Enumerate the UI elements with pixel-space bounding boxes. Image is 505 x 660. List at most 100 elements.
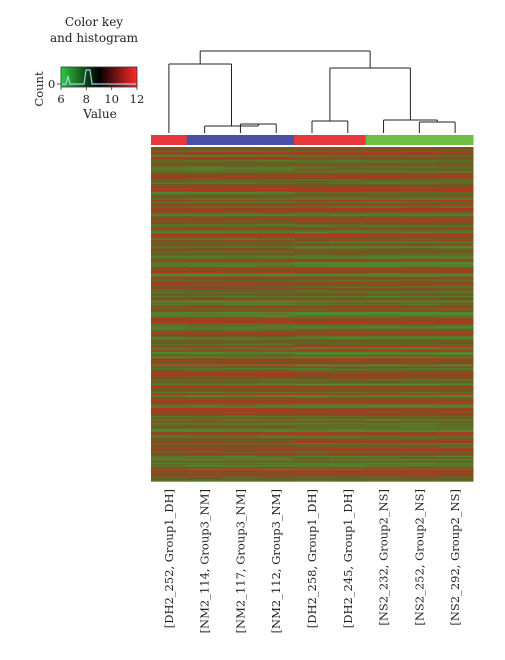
heatmap-cell xyxy=(294,380,331,383)
heatmap-cell xyxy=(401,190,438,193)
heatmap-cell xyxy=(222,379,259,381)
heatmap-cell xyxy=(294,243,331,245)
heatmap-cell xyxy=(365,423,402,426)
heatmap-cell xyxy=(437,284,474,287)
heatmap-cell xyxy=(222,393,259,396)
heatmap-cell xyxy=(329,279,367,282)
heatmap-cell xyxy=(437,203,474,205)
heatmap-cell xyxy=(329,345,367,348)
heatmap-cell xyxy=(151,342,188,345)
heatmap-cell xyxy=(437,241,474,244)
heatmap-cell xyxy=(294,449,331,452)
heatmap-cell xyxy=(151,183,188,186)
heatmap-cell xyxy=(365,260,402,263)
heatmap-cell xyxy=(294,417,331,420)
heatmap-cell xyxy=(365,201,402,204)
heatmap-cell xyxy=(186,441,224,444)
heatmap-cell xyxy=(222,215,259,218)
heatmap-cell xyxy=(222,161,259,164)
heatmap-cell xyxy=(151,275,188,277)
heatmap-cell xyxy=(401,217,438,220)
heatmap-cell xyxy=(329,475,367,477)
heatmap-cell xyxy=(329,204,367,207)
heatmap-cell xyxy=(186,172,224,175)
heatmap-cell xyxy=(401,177,438,180)
heatmap-cell xyxy=(437,270,474,273)
heatmap-cell xyxy=(401,319,438,322)
heatmap-cell xyxy=(186,318,224,321)
heatmap-cell xyxy=(258,382,295,385)
heatmap-cell xyxy=(186,295,224,298)
heatmap-cell xyxy=(222,366,259,369)
heatmap-cell xyxy=(437,303,474,306)
heatmap-cell xyxy=(258,166,295,169)
heatmap-cell xyxy=(437,401,474,404)
heatmap-cell xyxy=(365,348,402,351)
heatmap-cell xyxy=(258,209,295,212)
heatmap-cell xyxy=(401,191,438,194)
heatmap-cell xyxy=(222,259,259,261)
heatmap-cell xyxy=(222,211,259,213)
heatmap-cell xyxy=(151,414,188,417)
heatmap-cell xyxy=(151,150,188,153)
heatmap-cell xyxy=(222,428,259,431)
heatmap-cell xyxy=(186,262,224,265)
heatmap-cell xyxy=(437,374,474,377)
heatmap-cell xyxy=(151,446,188,449)
heatmap-cell xyxy=(151,361,188,364)
heatmap-cell xyxy=(258,358,295,361)
heatmap-cell xyxy=(365,460,402,463)
heatmap-cell xyxy=(437,169,474,172)
heatmap-cell xyxy=(186,220,224,223)
heatmap-cell xyxy=(329,433,367,436)
heatmap-cell xyxy=(222,199,259,202)
heatmap-cell xyxy=(329,233,367,236)
heatmap-cell xyxy=(151,254,188,257)
heatmap-cell xyxy=(294,150,331,153)
heatmap-cell xyxy=(151,148,188,151)
heatmap-cell xyxy=(186,225,224,228)
heatmap-cell xyxy=(437,446,474,449)
heatmap-cell xyxy=(437,329,474,332)
heatmap-cell xyxy=(294,191,331,194)
heatmap-cell xyxy=(365,255,402,258)
heatmap-cell xyxy=(222,479,259,482)
heatmap-cell xyxy=(186,246,224,249)
heatmap-cell xyxy=(222,355,259,357)
heatmap-cell xyxy=(222,156,259,159)
heatmap-cell xyxy=(365,302,402,305)
heatmap-cell xyxy=(329,395,367,397)
heatmap-cell xyxy=(222,209,259,212)
heatmap-cell xyxy=(329,369,367,372)
heatmap-cell xyxy=(151,175,188,178)
heatmap-cell xyxy=(365,406,402,409)
heatmap-cell xyxy=(401,228,438,231)
heatmap-cell xyxy=(151,347,188,349)
heatmap-cell xyxy=(222,276,259,279)
heatmap-cell xyxy=(294,311,331,314)
heatmap-cell xyxy=(437,371,474,373)
heatmap-cell xyxy=(401,479,438,482)
heatmap-cell xyxy=(365,148,402,151)
heatmap-cell xyxy=(294,303,331,306)
heatmap-cell xyxy=(401,337,438,340)
heatmap-cell xyxy=(151,239,188,242)
heatmap-cell xyxy=(329,297,367,300)
heatmap-cell xyxy=(294,375,331,378)
heatmap-cell xyxy=(365,436,402,439)
heatmap-cell xyxy=(151,211,188,213)
heatmap-cell xyxy=(222,223,259,226)
heatmap-cell xyxy=(401,409,438,412)
heatmap-cell xyxy=(258,412,295,415)
heatmap-cell xyxy=(258,244,295,247)
heatmap-cell xyxy=(365,283,402,285)
heatmap-cell xyxy=(365,286,402,289)
heatmap-cell xyxy=(151,460,188,463)
heatmap-cell xyxy=(258,175,295,178)
heatmap-cell xyxy=(151,180,188,183)
heatmap-cell xyxy=(186,377,224,380)
heatmap-cell xyxy=(186,239,224,242)
heatmap-cell xyxy=(401,179,438,181)
heatmap-cell xyxy=(222,203,259,205)
heatmap-cell xyxy=(294,167,331,170)
